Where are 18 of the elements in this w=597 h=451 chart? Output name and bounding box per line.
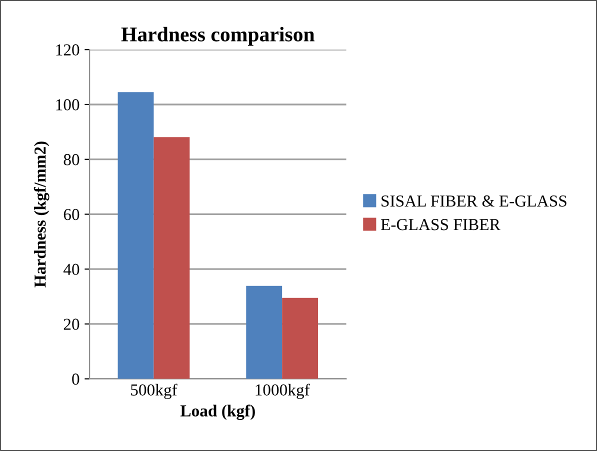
chart-title: Hardness comparison xyxy=(121,26,315,46)
y-tick-label: 80 xyxy=(64,154,80,166)
y-axis-title: Hardness (kgf/mm2) xyxy=(34,142,50,288)
legend-label: SISAL FIBER & E-GLASS xyxy=(382,195,566,207)
bar xyxy=(118,92,154,379)
legend-label: E-GLASS FIBER xyxy=(380,219,500,230)
bar xyxy=(246,286,282,379)
y-tick-label: 40 xyxy=(63,264,80,276)
y-tick-label: 60 xyxy=(64,208,80,220)
x-axis-title: Load (kgf) xyxy=(180,404,255,420)
y-tick-label: 20 xyxy=(64,318,80,330)
x-tick-label: 500kgf xyxy=(131,384,178,400)
bar xyxy=(282,298,318,379)
y-tick-label: 100 xyxy=(56,99,80,110)
x-tick-label: 1000kgf xyxy=(256,384,310,400)
bar xyxy=(154,137,190,379)
y-tick-label: 120 xyxy=(56,44,80,56)
y-tick-label: 0 xyxy=(72,374,80,385)
